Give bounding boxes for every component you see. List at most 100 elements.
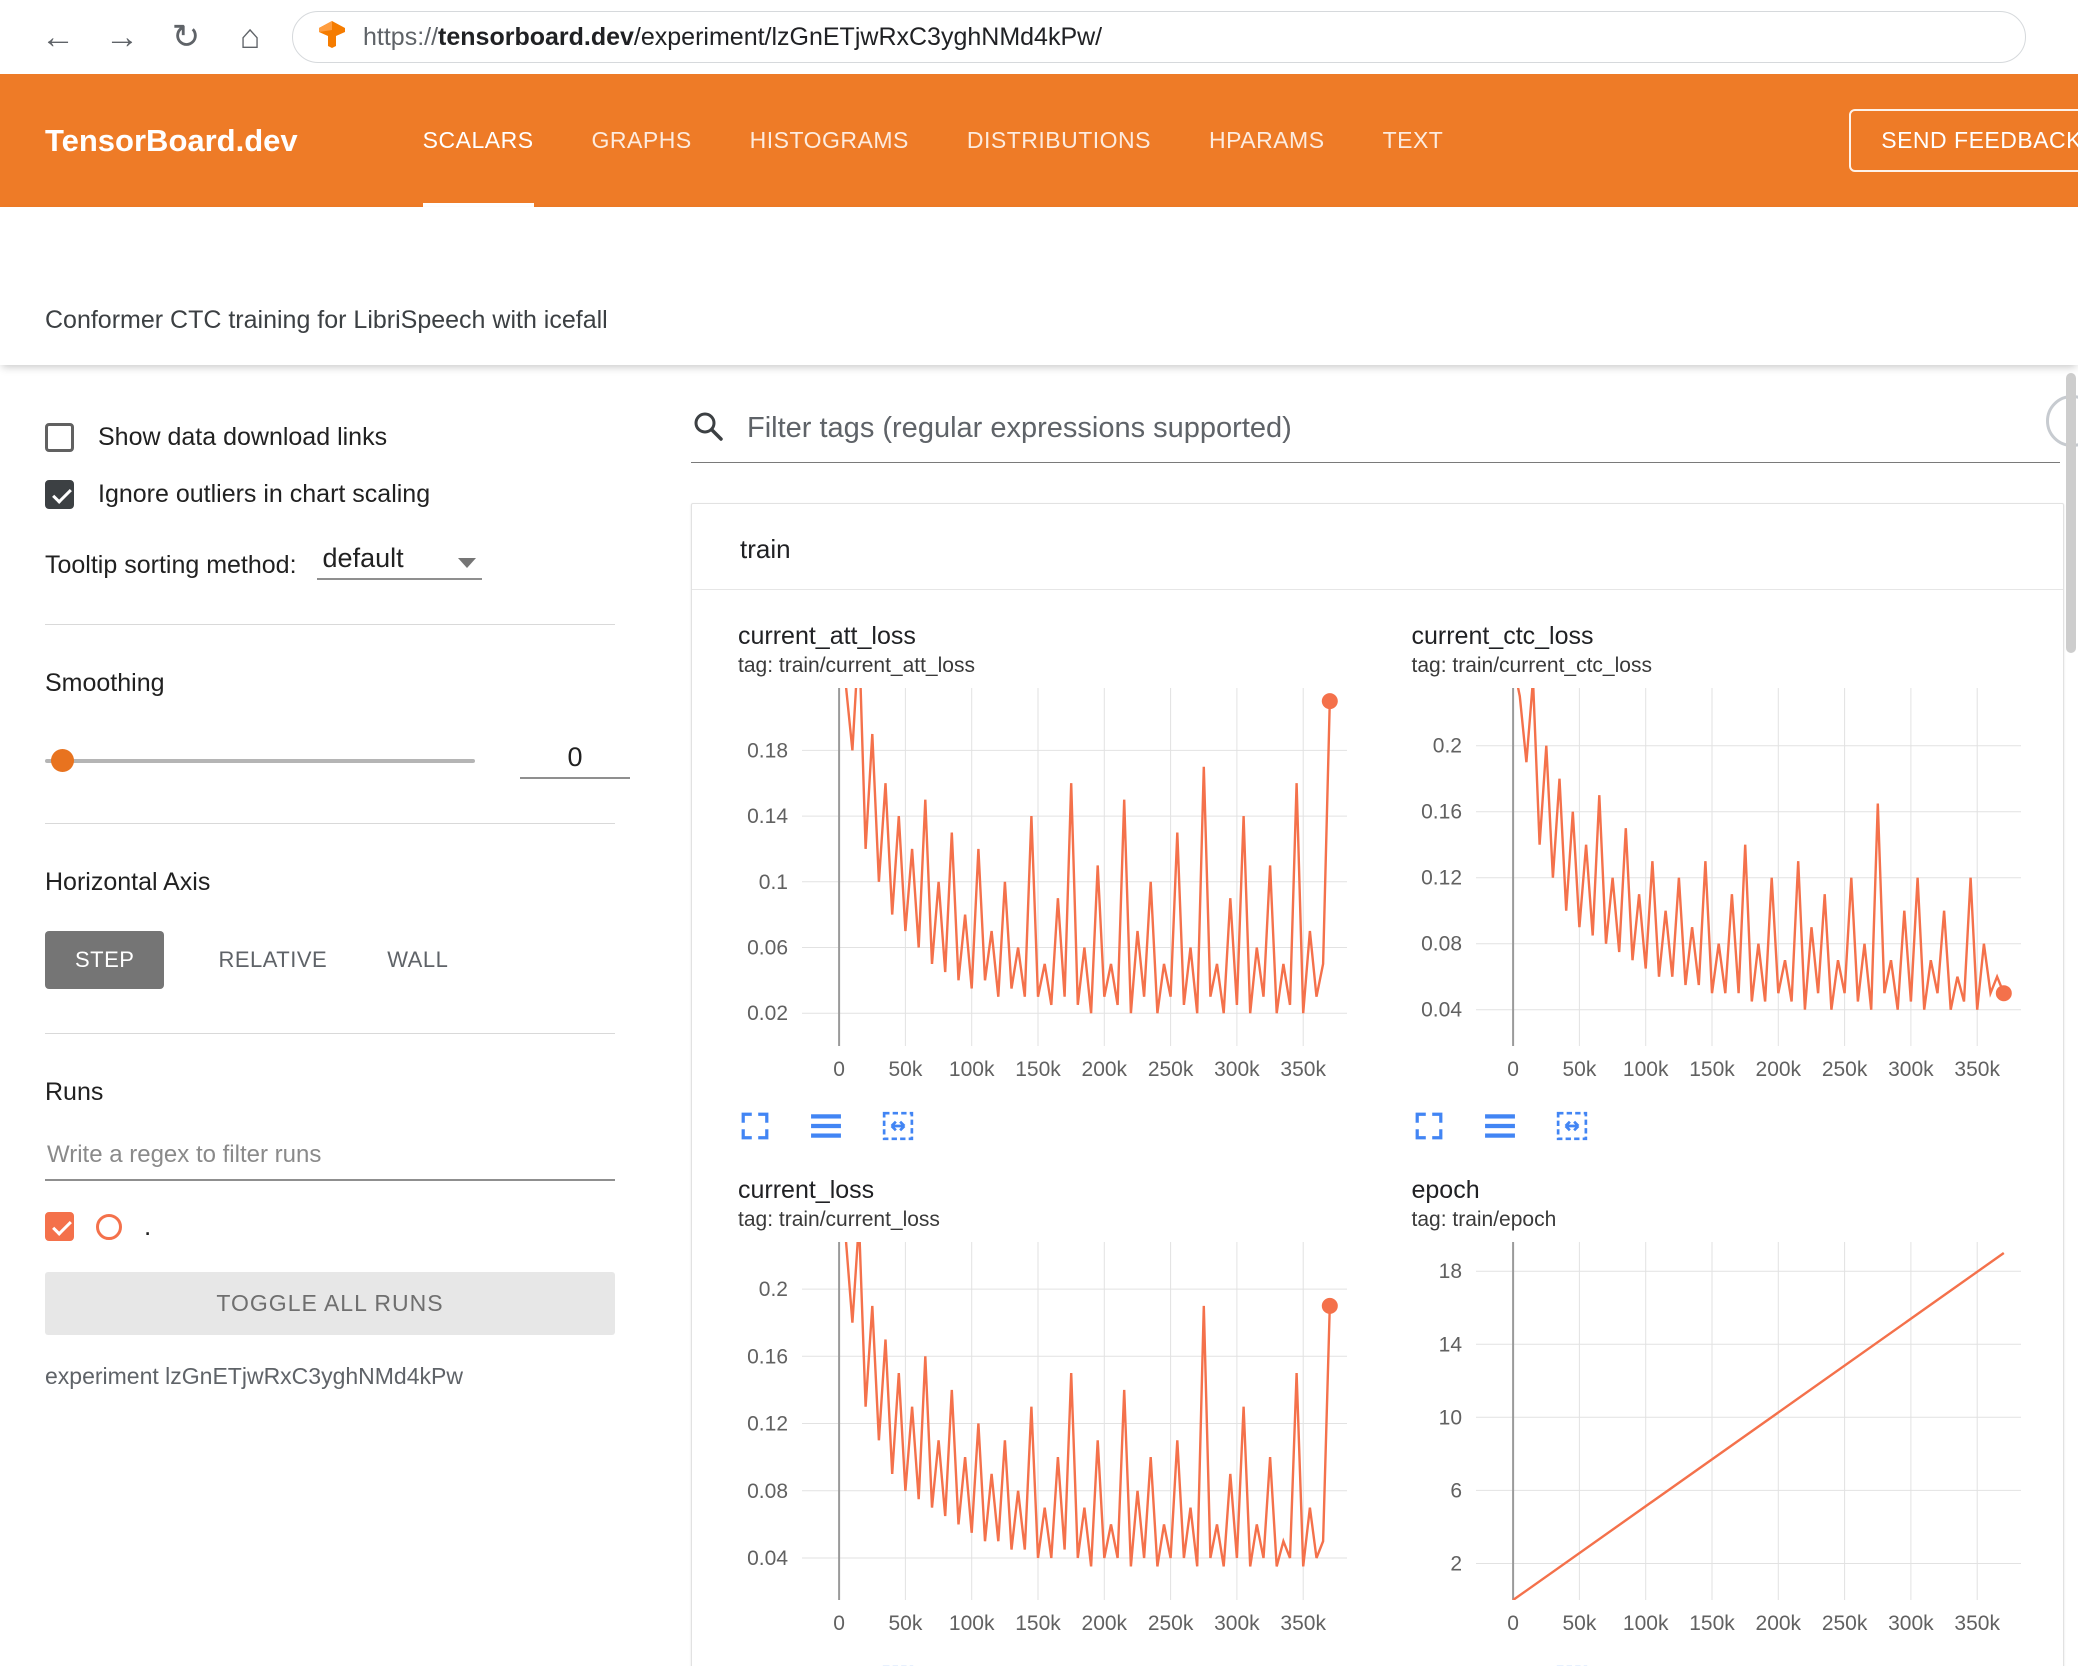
back-icon[interactable]: ← xyxy=(41,17,75,56)
svg-text:0.06: 0.06 xyxy=(747,937,788,960)
smoothing-slider[interactable] xyxy=(45,748,475,772)
ignore-outliers-checkbox[interactable] xyxy=(45,480,74,509)
data-table-icon[interactable] xyxy=(804,1105,848,1150)
svg-text:100k: 100k xyxy=(1622,1058,1668,1081)
train-section-card: train current_att_loss tag: train/current… xyxy=(691,503,2064,1666)
address-bar[interactable]: https://tensorboard.dev/experiment/lzGnE… xyxy=(292,11,2026,63)
run-checkbox[interactable] xyxy=(45,1212,74,1241)
send-feedback-button[interactable]: SEND FEEDBACK xyxy=(1849,109,2078,172)
filter-tags-input[interactable] xyxy=(747,412,2060,445)
svg-text:0.12: 0.12 xyxy=(1421,867,1462,890)
svg-text:150k: 150k xyxy=(1689,1058,1735,1081)
chart-plot[interactable]: 0.04 0.08 0.12 0.16 0.2 0 50k 100k 150k 200k 250k 3… xyxy=(1396,678,2033,1088)
svg-text:200k: 200k xyxy=(1755,1612,1801,1635)
smoothing-value[interactable]: 0 xyxy=(520,742,630,779)
tab-scalars[interactable]: SCALARS xyxy=(422,74,534,207)
tab-graphs[interactable]: GRAPHS xyxy=(591,127,692,153)
svg-text:0.2: 0.2 xyxy=(759,1278,788,1301)
fullscreen-icon[interactable] xyxy=(1408,1659,1450,1666)
svg-text:0.16: 0.16 xyxy=(1421,801,1462,824)
home-icon[interactable]: ⌂ xyxy=(239,17,261,56)
svg-text:350k: 350k xyxy=(1280,1612,1326,1635)
data-table-icon[interactable] xyxy=(1478,1105,1522,1150)
svg-text:10: 10 xyxy=(1438,1406,1461,1429)
svg-text:250k: 250k xyxy=(1821,1058,1867,1081)
svg-text:0: 0 xyxy=(1507,1058,1519,1081)
fit-domain-icon[interactable] xyxy=(1550,1659,1594,1666)
runs-filter-input[interactable] xyxy=(45,1135,615,1181)
forward-icon[interactable]: → xyxy=(105,17,139,56)
tab-histograms[interactable]: HISTOGRAMS xyxy=(749,127,909,153)
brand-title: TensorBoard.dev xyxy=(45,122,298,158)
experiment-subtitle: Conformer CTC training for LibriSpeech w… xyxy=(45,306,608,334)
svg-text:14: 14 xyxy=(1438,1333,1462,1356)
chart-plot[interactable]: 2 6 10 14 18 0 50k 100k 150k 200k 250k 300k 350k xyxy=(1396,1232,2033,1642)
url-text: https://tensorboard.dev/experiment/lzGnE… xyxy=(363,23,1102,52)
show-download-row[interactable]: Show data download links xyxy=(45,423,630,452)
show-download-checkbox[interactable] xyxy=(45,423,74,452)
chart-toolbar xyxy=(734,1105,1380,1150)
section-title-train[interactable]: train xyxy=(692,504,2063,590)
svg-text:300k: 300k xyxy=(1214,1058,1260,1081)
tab-hparams[interactable]: HPARAMS xyxy=(1209,127,1325,153)
chart-toolbar xyxy=(1408,1105,2054,1150)
chart-title: current_loss xyxy=(738,1176,875,1204)
svg-text:350k: 350k xyxy=(1954,1612,2000,1635)
svg-text:0.12: 0.12 xyxy=(747,1413,788,1436)
tooltip-sorting-label: Tooltip sorting method: xyxy=(45,551,297,579)
svg-text:0: 0 xyxy=(1507,1612,1519,1635)
chart-tag: tag: train/current_ctc_loss xyxy=(1411,654,1652,677)
svg-text:0.04: 0.04 xyxy=(747,1547,788,1570)
url-scheme: https:// xyxy=(363,22,439,51)
haxis-step-button[interactable]: STEP xyxy=(45,931,165,989)
app-header: TensorBoard.dev SCALARS GRAPHS HISTOGRAM… xyxy=(0,74,2078,207)
data-table-icon[interactable] xyxy=(1478,1659,1522,1666)
chart-plot[interactable]: 0.02 0.06 0.1 0.14 0.18 0 50k 100k 150k 200k 250k 3… xyxy=(722,678,1359,1088)
haxis-relative-button[interactable]: RELATIVE xyxy=(212,931,333,989)
chart-plot[interactable]: 0.04 0.08 0.12 0.16 0.2 0 50k 100k 150k 200k 250k 3… xyxy=(722,1232,1359,1642)
ignore-outliers-label: Ignore outliers in chart scaling xyxy=(98,480,431,508)
smoothing-slider-thumb[interactable] xyxy=(51,748,74,772)
svg-text:250k: 250k xyxy=(1821,1612,1867,1635)
data-table-icon[interactable] xyxy=(804,1659,848,1666)
svg-text:0.18: 0.18 xyxy=(747,739,788,762)
divider xyxy=(45,823,615,824)
chart-title: epoch xyxy=(1411,1176,1480,1204)
fit-domain-icon[interactable] xyxy=(876,1659,920,1666)
fullscreen-icon[interactable] xyxy=(734,1105,776,1150)
svg-text:300k: 300k xyxy=(1888,1612,1934,1635)
fit-domain-icon[interactable] xyxy=(1550,1105,1594,1150)
svg-text:250k: 250k xyxy=(1148,1058,1194,1081)
svg-text:0.08: 0.08 xyxy=(1421,933,1462,956)
svg-text:2: 2 xyxy=(1450,1553,1462,1576)
scrollbar-thumb[interactable] xyxy=(2066,373,2076,653)
svg-text:6: 6 xyxy=(1450,1479,1462,1502)
svg-text:200k: 200k xyxy=(1082,1612,1128,1635)
run-name: . xyxy=(144,1211,152,1241)
fullscreen-icon[interactable] xyxy=(734,1659,776,1666)
browser-toolbar: ← → ↻ ⌂ https://tensorboard.dev/experime… xyxy=(0,0,2078,74)
tab-distributions[interactable]: DISTRIBUTIONS xyxy=(966,127,1152,153)
chart-tag: tag: train/current_loss xyxy=(738,1208,940,1231)
chart-card-current_att_loss: current_att_loss tag: train/current_att_l… xyxy=(722,616,1380,1150)
svg-text:150k: 150k xyxy=(1015,1612,1061,1635)
fit-domain-icon[interactable] xyxy=(876,1105,920,1150)
toggle-all-runs-button[interactable]: TOGGLE ALL RUNS xyxy=(45,1272,615,1335)
svg-text:0.02: 0.02 xyxy=(747,1002,788,1025)
haxis-wall-button[interactable]: WALL xyxy=(381,931,454,989)
chart-card-current_loss: current_loss tag: train/current_loss 0.04 0… xyxy=(722,1170,1380,1666)
url-path: /experiment/lzGnETjwRxC3yghNMd4kPw/ xyxy=(633,22,1103,51)
ignore-outliers-row[interactable]: Ignore outliers in chart scaling xyxy=(45,480,630,509)
run-row[interactable]: . xyxy=(45,1211,630,1242)
svg-text:200k: 200k xyxy=(1755,1058,1801,1081)
chart-toolbar xyxy=(1408,1659,2054,1666)
svg-text:0: 0 xyxy=(833,1612,845,1635)
fullscreen-icon[interactable] xyxy=(1408,1105,1450,1150)
runs-label: Runs xyxy=(45,1078,104,1106)
chevron-down-icon xyxy=(457,558,476,568)
tab-text[interactable]: TEXT xyxy=(1382,127,1444,153)
tooltip-sorting-select[interactable]: default xyxy=(316,543,482,580)
reload-icon[interactable]: ↻ xyxy=(171,18,201,56)
svg-text:100k: 100k xyxy=(1622,1612,1668,1635)
